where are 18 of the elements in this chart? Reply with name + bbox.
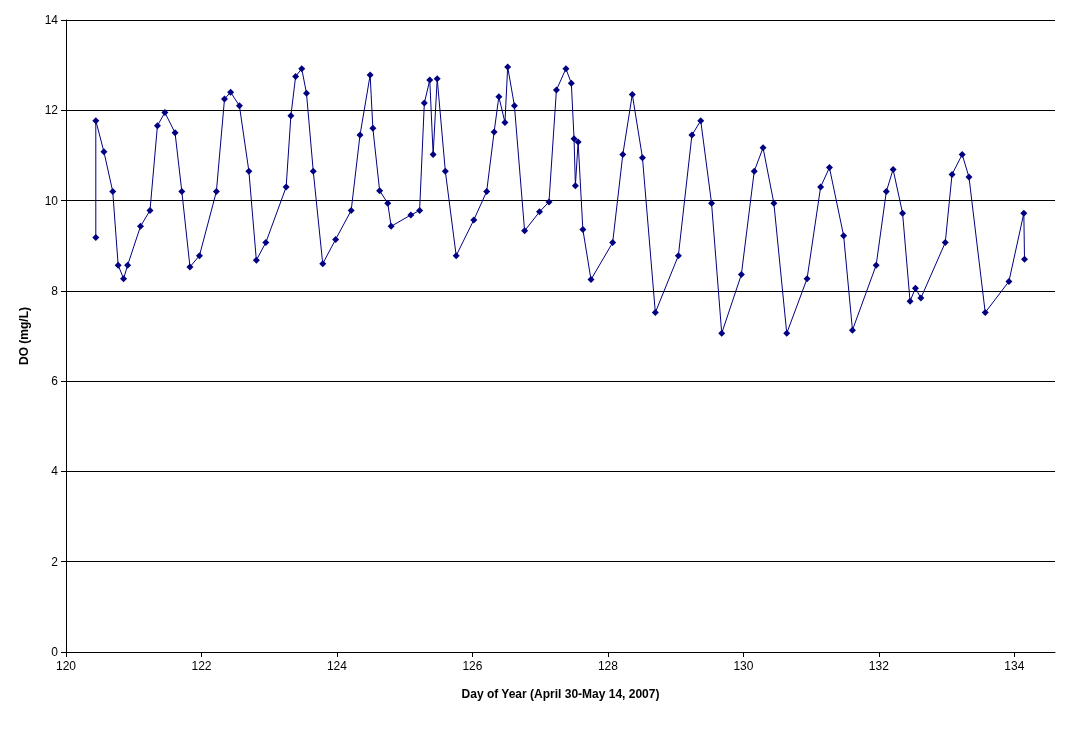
y-tick-label: 6 <box>51 374 59 389</box>
y-tick-label: 8 <box>51 283 59 298</box>
x-tick-label: 124 <box>326 659 348 673</box>
y-tick-label: 12 <box>44 103 59 118</box>
x-tick-label: 122 <box>191 659 212 673</box>
x-tick-label: 130 <box>733 659 754 673</box>
y-tick-label: 2 <box>51 554 59 569</box>
x-tick-label: 126 <box>462 659 483 673</box>
y-tick-label: 14 <box>44 13 59 27</box>
y-axis-title: DO (mg/L) <box>17 307 31 365</box>
x-tick-label: 132 <box>868 659 890 673</box>
x-axis-title: Day of Year (April 30-May 14, 2007) <box>461 687 660 701</box>
x-tick-label: 120 <box>55 659 77 673</box>
x-tick-label: 134 <box>1004 659 1025 673</box>
y-tick-label: 4 <box>51 464 59 479</box>
y-tick-label: 0 <box>51 645 59 659</box>
y-tick-label: 10 <box>44 193 59 208</box>
x-tick-label: 128 <box>597 659 619 673</box>
